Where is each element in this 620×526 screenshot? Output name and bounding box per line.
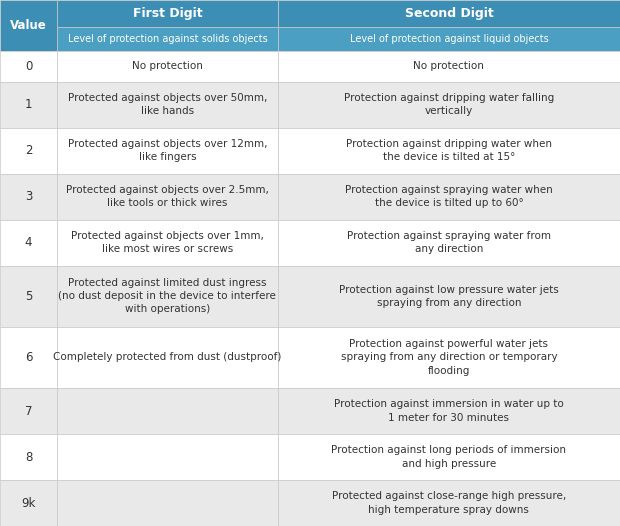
Text: 8: 8 [25,451,32,463]
Text: 7: 7 [25,404,32,418]
Bar [0,327,57,388]
Bar [278,266,620,327]
Text: Second Digit: Second Digit [404,7,494,20]
Bar [57,219,278,266]
Bar [0,0,57,51]
Text: Protection against spraying water when
the device is tilted up to 60°: Protection against spraying water when t… [345,185,553,208]
Bar [278,0,620,27]
Text: No protection: No protection [414,62,484,72]
Bar [0,480,57,526]
Text: 3: 3 [25,190,32,203]
Bar [0,388,57,434]
Bar [0,434,57,480]
Bar [57,388,278,434]
Text: 1: 1 [25,98,32,111]
Text: Protection against long periods of immersion
and high pressure: Protection against long periods of immer… [331,446,567,469]
Text: Value: Value [10,19,47,32]
Bar [0,128,57,174]
Bar [57,0,278,27]
Text: 9k: 9k [21,497,36,510]
Bar [0,266,57,327]
Bar [278,327,620,388]
Text: Level of protection against solids objects: Level of protection against solids objec… [68,34,267,44]
Text: Protection against spraying water from
any direction: Protection against spraying water from a… [347,231,551,254]
Bar [278,174,620,219]
Bar [57,82,278,128]
Text: Protected against close-range high pressure,
high temperature spray downs: Protected against close-range high press… [332,491,566,514]
Text: 5: 5 [25,290,32,302]
Text: Protection against dripping water falling
vertically: Protection against dripping water fallin… [343,93,554,116]
Bar [57,27,278,51]
Bar [57,128,278,174]
Bar [57,434,278,480]
Bar [278,82,620,128]
Text: 0: 0 [25,60,32,73]
Text: 2: 2 [25,144,32,157]
Text: Protection against powerful water jets
spraying from any direction or temporary
: Protection against powerful water jets s… [340,339,557,376]
Text: Protected against objects over 50mm,
like hands: Protected against objects over 50mm, lik… [68,93,267,116]
Bar [278,388,620,434]
Text: Protected against limited dust ingress
(no dust deposit in the device to interfe: Protected against limited dust ingress (… [58,278,277,315]
Bar [57,174,278,219]
Bar [57,327,278,388]
Bar [278,51,620,82]
Bar [0,51,57,82]
Bar [57,51,278,82]
Text: 6: 6 [25,351,32,364]
Bar [278,434,620,480]
Bar [57,480,278,526]
Bar [0,219,57,266]
Text: No protection: No protection [132,62,203,72]
Text: Protection against low pressure water jets
spraying from any direction: Protection against low pressure water je… [339,285,559,308]
Bar [278,27,620,51]
Bar [0,82,57,128]
Text: Protection against dripping water when
the device is tilted at 15°: Protection against dripping water when t… [346,139,552,162]
Text: First Digit: First Digit [133,7,202,20]
Text: Level of protection against liquid objects: Level of protection against liquid objec… [350,34,548,44]
Text: Protected against objects over 12mm,
like fingers: Protected against objects over 12mm, lik… [68,139,267,162]
Text: Completely protected from dust (dustproof): Completely protected from dust (dustproo… [53,352,281,362]
Bar [0,174,57,219]
Bar [57,266,278,327]
Text: Protected against objects over 2.5mm,
like tools or thick wires: Protected against objects over 2.5mm, li… [66,185,269,208]
Text: Protection against immersion in water up to
1 meter for 30 minutes: Protection against immersion in water up… [334,400,564,423]
Bar [278,128,620,174]
Bar [278,219,620,266]
Bar [278,480,620,526]
Text: 4: 4 [25,236,32,249]
Text: Protected against objects over 1mm,
like most wires or screws: Protected against objects over 1mm, like… [71,231,264,254]
